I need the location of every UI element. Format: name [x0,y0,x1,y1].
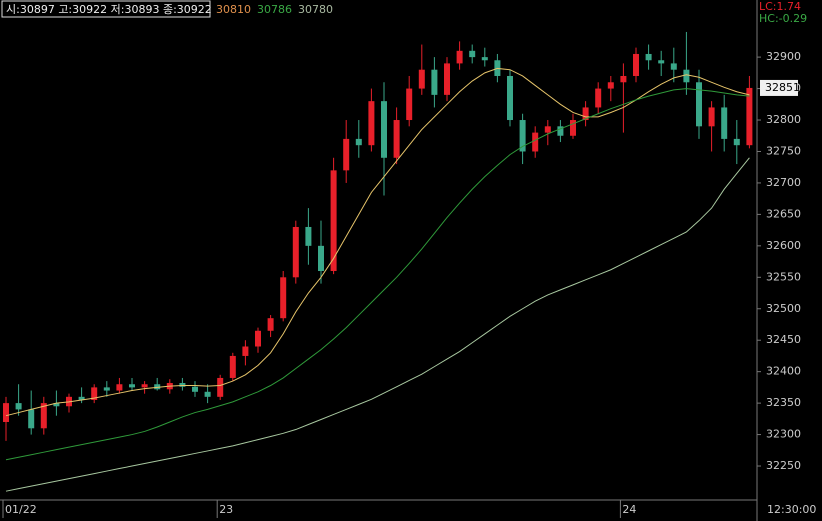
y-tick-label: 32350 [766,396,801,409]
candle-body [670,63,677,70]
candle-body [507,75,513,121]
y-tick-label: 32500 [766,302,801,315]
candle-body [129,384,135,388]
candle-body [103,387,110,391]
candle-body [721,107,728,139]
candle-body [343,138,350,171]
candle-body [645,53,652,61]
ohlc-label: 시:30897 고:30922 저:30893 종:30922 [6,3,212,16]
candle-body [519,120,526,152]
candle-body [15,403,22,410]
y-tick-label: 32300 [766,428,801,441]
candle-body [305,226,312,246]
candle-body [469,50,476,58]
candle-body [633,53,639,76]
candle-body [544,126,551,133]
candle-body [582,107,589,121]
x-tick-label: 24 [622,503,636,516]
y-tick-label: 32800 [766,113,801,126]
candle-body [708,107,715,127]
x-tick-label: 01/22 [5,503,37,516]
candle-body [456,50,463,64]
candle-body [91,387,98,400]
candle-body [418,69,425,89]
y-tick-label: 32900 [766,50,801,63]
candle-body [481,57,488,61]
candle-body [557,126,564,136]
candle-body [154,384,161,390]
candle-body [444,63,450,95]
candle-body [393,120,400,158]
x-tick-label: 23 [219,503,233,516]
ohlc-box [1,0,211,18]
ma-line [5,157,750,492]
candle-body [267,318,274,331]
hc-label: HC:-0.29 [759,12,807,25]
candle-body [78,396,85,400]
ma-line [5,88,750,461]
ma-line [5,67,750,417]
ma-label: 30786 [257,3,292,16]
y-tick-label: 32700 [766,176,801,189]
candle-body [116,384,123,391]
candle-body [368,101,375,146]
candle-body [229,355,236,378]
y-tick-label: 32750 [766,144,801,157]
candle-body [179,382,186,387]
candle-body [607,82,614,89]
candle-body [53,403,60,407]
candle-body [330,170,337,272]
candle-body [318,245,324,272]
ma-label: 30810 [216,3,251,16]
y-tick-label: 32550 [766,270,801,283]
candle-body [40,403,47,429]
candle-body [217,377,224,397]
y-tick-label: 32600 [766,239,801,252]
candle-body [3,403,9,422]
candle-body [532,132,539,152]
y-tick-label: 32450 [766,333,801,346]
candle-body [620,75,627,83]
y-tick-label: 32400 [766,365,801,378]
candle-body [683,69,690,83]
last-price-label: 32851 [765,81,800,94]
candle-body [381,101,387,158]
candle-body [746,87,753,146]
candle-body [570,120,576,136]
candle-body [696,82,702,127]
candle-body [141,384,148,388]
candle-body [292,226,299,278]
y-tick-label: 32250 [766,459,801,472]
last-price-box [760,79,798,96]
candle-body [658,60,665,64]
y-tick-label: 32650 [766,207,801,220]
time-label: 12:30:00 [767,503,816,516]
candle-body [406,88,413,121]
candle-body [242,346,249,356]
candle-body [204,391,211,397]
candle-body [28,409,35,429]
ma-label: 30780 [298,3,333,16]
candle-body [355,138,362,146]
candle-body [192,386,198,392]
candle-body [431,69,438,95]
candle-body [595,88,602,108]
lc-label: LC:1.74 [759,0,801,13]
candle-body [733,138,740,146]
candle-body [255,330,261,347]
candle-body [280,277,287,319]
